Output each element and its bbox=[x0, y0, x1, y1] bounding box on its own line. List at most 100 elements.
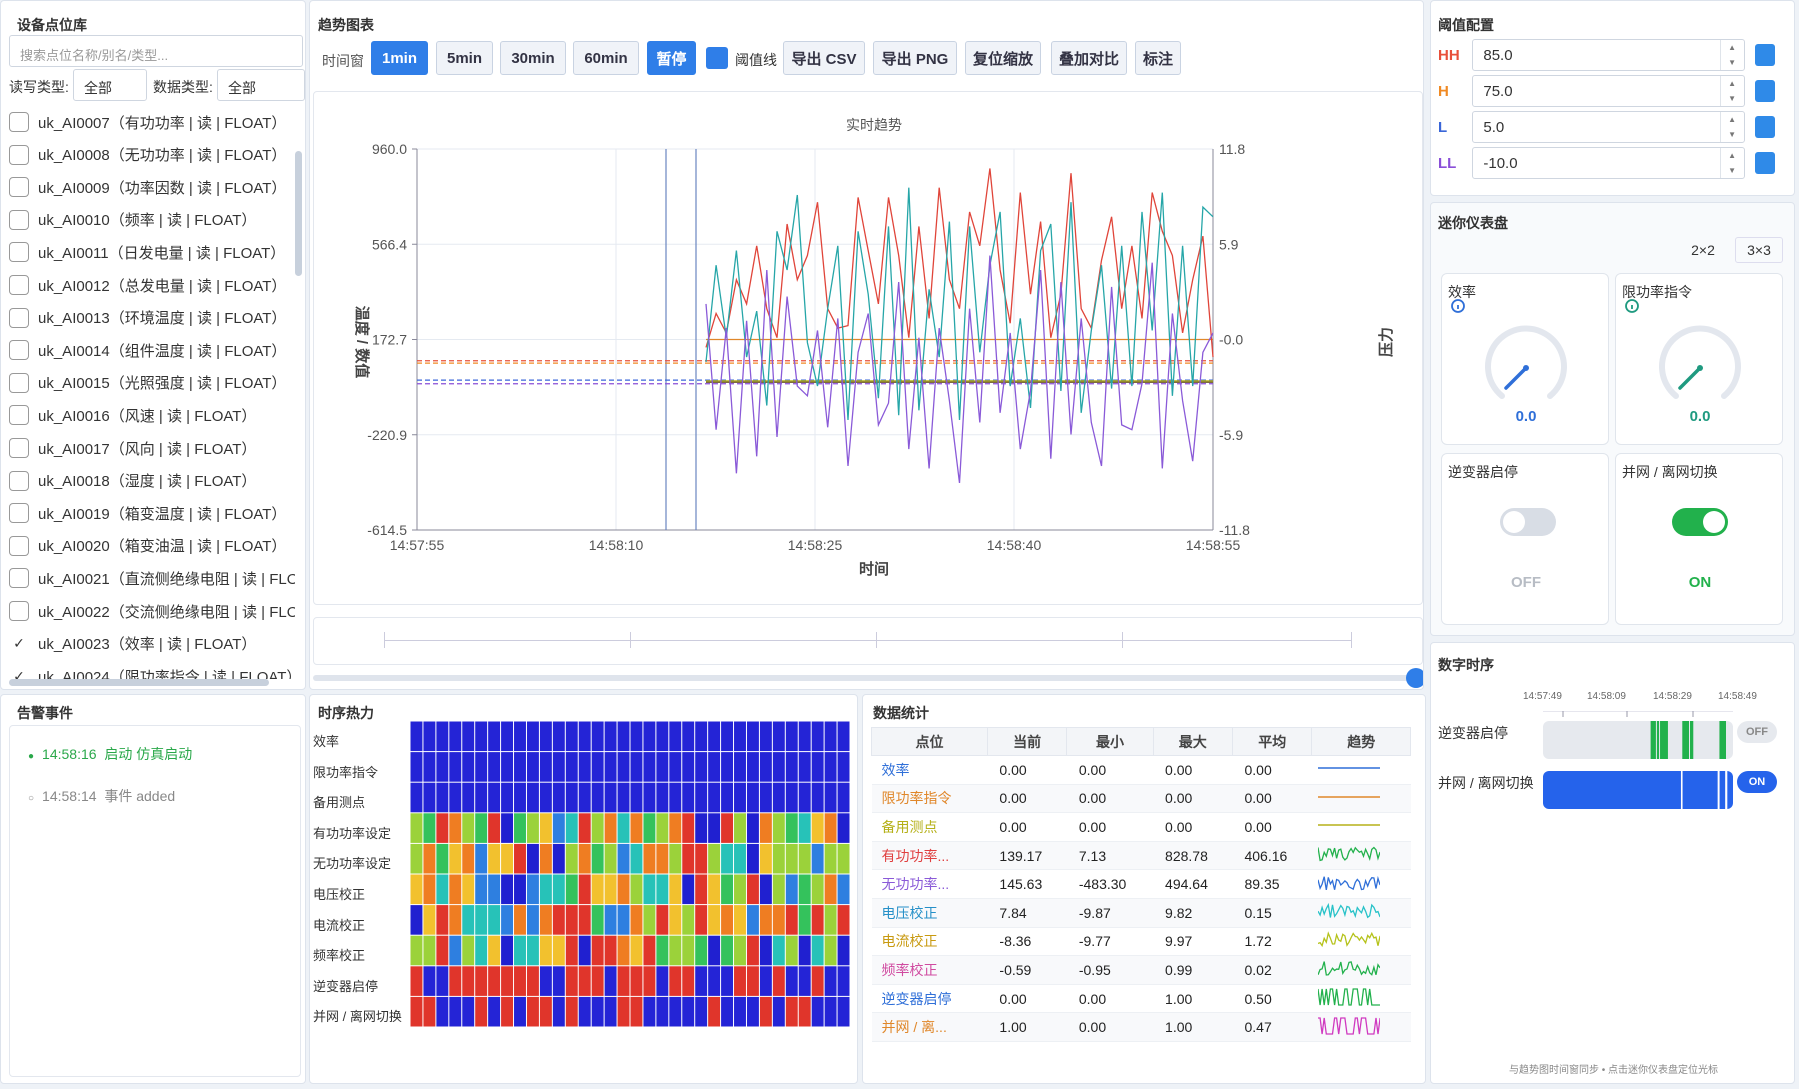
rw-type-select[interactable]: 全部 bbox=[73, 69, 147, 101]
device-list-item[interactable]: uk_AI0019（箱变温度 | 读 | FLOAT） bbox=[9, 498, 286, 528]
checkbox[interactable] bbox=[9, 405, 29, 426]
stats-row[interactable]: 效率 0.00 0.00 0.00 0.00 bbox=[871, 755, 1411, 785]
chart-area[interactable]: 实时趋势 时间 温度 / 数值 压力 14:57:55 14:58:10 14:58… bbox=[313, 91, 1423, 605]
device-list-item[interactable]: uk_AI0017（风向 | 读 | FLOAT） bbox=[9, 433, 256, 463]
stats-row[interactable]: 电流校正 -8.36 -9.77 9.97 1.72 bbox=[871, 927, 1411, 957]
stats-row[interactable]: 限功率指令 0.00 0.00 0.00 0.00 bbox=[871, 784, 1411, 814]
spinner-icon[interactable]: ▲ ▼ bbox=[1719, 76, 1744, 106]
device-list-item[interactable]: ✓ uk_AI0023（效率 | 读 | FLOAT） bbox=[9, 629, 256, 659]
stats-header[interactable]: 最大 bbox=[1152, 727, 1233, 756]
zoom-slider-track[interactable] bbox=[313, 617, 1423, 665]
device-list-item[interactable]: uk_AI0007（有功功率 | 读 | FLOAT） bbox=[9, 107, 286, 137]
checkbox[interactable] bbox=[9, 568, 29, 589]
threshold-input[interactable]: 5.0 ▲ ▼ bbox=[1472, 111, 1745, 143]
device-list-item[interactable]: uk_AI0021（直流侧绝缘电阻 | 读 | FLOA bbox=[9, 563, 295, 593]
timeline-handle[interactable] bbox=[1406, 668, 1423, 688]
device-list-item[interactable]: uk_AI0013（环境温度 | 读 | FLOAT） bbox=[9, 303, 286, 333]
checkbox[interactable] bbox=[9, 438, 29, 458]
device-list-item[interactable]: uk_AI0022（交流侧绝缘电阻 | 读 | FLOA bbox=[9, 596, 295, 626]
device-list[interactable]: uk_AI0007（有功功率 | 读 | FLOAT） uk_AI0008（无功功… bbox=[1, 105, 295, 679]
trend-chart[interactable]: 实时趋势 时间 温度 / 数值 压力 14:57:55 14:58:10 14:58… bbox=[314, 92, 1422, 604]
stats-header[interactable]: 当前 bbox=[986, 727, 1068, 756]
checkbox[interactable] bbox=[9, 209, 29, 230]
checkbox[interactable] bbox=[9, 470, 29, 491]
stats-row[interactable]: 频率校正 -0.59 -0.95 0.99 0.02 bbox=[871, 955, 1411, 985]
heatmap-grid[interactable] bbox=[410, 721, 850, 1071]
inverter-toggle[interactable] bbox=[1500, 508, 1556, 536]
device-list-hscrollbar[interactable] bbox=[9, 679, 269, 686]
device-list-item[interactable]: ✓ uk_AI0024（限功率指令 | 读 | FLOAT） bbox=[9, 661, 295, 679]
checkbox[interactable] bbox=[9, 144, 29, 165]
stats-header[interactable]: 最小 bbox=[1066, 727, 1154, 756]
stats-row[interactable]: 逆变器启停 0.00 0.00 1.00 0.50 bbox=[871, 984, 1411, 1014]
pause-button[interactable]: 暂停 bbox=[647, 41, 696, 75]
checkbox[interactable] bbox=[9, 535, 29, 556]
checkbox[interactable] bbox=[9, 307, 29, 328]
checkbox[interactable] bbox=[9, 275, 29, 295]
device-list-item[interactable]: uk_AI0016（风速 | 读 | FLOAT） bbox=[9, 400, 256, 430]
window-5min-button[interactable]: 5min bbox=[436, 41, 493, 75]
export-csv-button[interactable]: 导出 CSV bbox=[783, 41, 865, 75]
checkbox[interactable]: ✓ bbox=[13, 667, 25, 679]
device-list-item[interactable]: uk_AI0015（光照强度 | 读 | FLOAT） bbox=[9, 368, 286, 398]
checkbox[interactable] bbox=[9, 601, 29, 621]
threshold-input[interactable]: 85.0 ▲ ▼ bbox=[1472, 39, 1745, 71]
stats-header[interactable]: 点位 bbox=[871, 727, 988, 756]
checkbox[interactable] bbox=[9, 503, 29, 524]
overlay-compare-button[interactable]: 叠加对比 bbox=[1051, 41, 1127, 75]
gauge-card-efficiency[interactable]: 效率 0.0 bbox=[1441, 273, 1609, 445]
stats-cell-min: -9.77 bbox=[1066, 927, 1154, 957]
export-png-button[interactable]: 导出 PNG bbox=[873, 41, 957, 75]
data-type-select[interactable]: 全部 bbox=[217, 69, 305, 101]
alarm-event[interactable]: ● 14:58:16 启动 仿真启动 bbox=[28, 746, 193, 762]
checkbox[interactable]: ✓ bbox=[13, 635, 25, 652]
stats-row[interactable]: 并网 / 离... 1.00 0.00 1.00 0.47 bbox=[871, 1012, 1411, 1042]
stats-row[interactable]: 备用测点 0.00 0.00 0.00 0.00 bbox=[871, 812, 1411, 842]
spinner-icon[interactable]: ▲ ▼ bbox=[1719, 112, 1744, 142]
stats-header[interactable]: 趋势 bbox=[1311, 727, 1411, 756]
threshold-input[interactable]: 75.0 ▲ ▼ bbox=[1472, 75, 1745, 107]
device-list-item[interactable]: uk_AI0014（组件温度 | 读 | FLOAT） bbox=[9, 335, 286, 365]
device-list-item[interactable]: uk_AI0012（总发电量 | 读 | FLOAT） bbox=[9, 270, 286, 300]
switch-card-grid[interactable]: 并网 / 离网切换 ON bbox=[1615, 453, 1783, 625]
threshold-input[interactable]: -10.0 ▲ ▼ bbox=[1472, 147, 1745, 179]
layout-2x2-button[interactable]: 2×2 bbox=[1691, 242, 1715, 258]
checkbox[interactable] bbox=[9, 112, 29, 132]
spinner-icon[interactable]: ▲ ▼ bbox=[1719, 40, 1744, 70]
reset-zoom-button[interactable]: 复位缩放 bbox=[965, 41, 1041, 75]
search-input[interactable]: 搜索点位名称/别名/类型... bbox=[9, 35, 303, 67]
checkbox[interactable] bbox=[9, 177, 29, 198]
device-list-item[interactable]: uk_AI0011（日发电量 | 读 | FLOAT） bbox=[9, 237, 285, 267]
stats-row[interactable]: 无功功率... 145.63 -483.30 494.64 89.35 bbox=[871, 869, 1411, 899]
checkbox[interactable] bbox=[9, 372, 29, 393]
stats-row[interactable]: 有功功率... 139.17 7.13 828.78 406.16 bbox=[871, 841, 1411, 871]
window-60min-button[interactable]: 60min bbox=[573, 41, 639, 75]
color-picker[interactable] bbox=[1754, 80, 1775, 102]
checkbox[interactable] bbox=[9, 242, 29, 263]
digital-timeline[interactable] bbox=[1543, 711, 1733, 831]
switch-card-inverter[interactable]: 逆变器启停 OFF bbox=[1441, 453, 1609, 625]
device-list-item[interactable]: uk_AI0020（箱变油温 | 读 | FLOAT） bbox=[9, 531, 286, 561]
grid-toggle[interactable] bbox=[1672, 508, 1728, 536]
window-30min-button[interactable]: 30min bbox=[500, 41, 566, 75]
stats-row[interactable]: 电压校正 7.84 -9.87 9.82 0.15 bbox=[871, 898, 1411, 928]
alarm-event[interactable]: ○ 14:58:14 事件 added bbox=[28, 788, 176, 804]
layout-3x3-button[interactable]: 3×3 bbox=[1735, 237, 1783, 263]
color-picker[interactable] bbox=[1754, 116, 1775, 138]
window-1min-button[interactable]: 1min bbox=[371, 41, 428, 75]
threshold-line-checkbox[interactable] bbox=[706, 47, 728, 69]
device-list-item[interactable]: uk_AI0018（湿度 | 读 | FLOAT） bbox=[9, 466, 256, 496]
gauge-card-power-limit[interactable]: 限功率指令 0.0 bbox=[1615, 273, 1783, 445]
color-picker[interactable] bbox=[1754, 44, 1775, 66]
spinner-icon[interactable]: ▲ ▼ bbox=[1719, 148, 1744, 178]
color-picker[interactable] bbox=[1754, 152, 1775, 174]
heatmap-cell bbox=[526, 935, 539, 966]
timeline-scrollbar[interactable] bbox=[313, 675, 1413, 681]
checkbox[interactable] bbox=[9, 340, 29, 361]
device-list-item[interactable]: uk_AI0010（频率 | 读 | FLOAT） bbox=[9, 205, 256, 235]
device-list-scrollbar[interactable] bbox=[295, 151, 302, 276]
stats-header[interactable]: 平均 bbox=[1231, 727, 1313, 756]
device-list-item[interactable]: uk_AI0008（无功功率 | 读 | FLOAT） bbox=[9, 140, 286, 170]
mark-button[interactable]: 标注 bbox=[1135, 41, 1181, 75]
device-list-item[interactable]: uk_AI0009（功率因数 | 读 | FLOAT） bbox=[9, 172, 286, 202]
